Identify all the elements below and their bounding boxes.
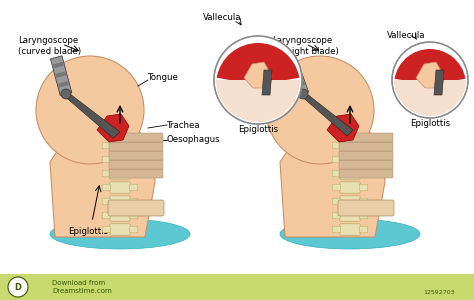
FancyBboxPatch shape [339, 151, 393, 160]
FancyBboxPatch shape [110, 224, 130, 235]
FancyBboxPatch shape [359, 198, 368, 205]
Text: Oesophagus: Oesophagus [167, 136, 220, 145]
FancyBboxPatch shape [359, 212, 368, 219]
FancyBboxPatch shape [339, 133, 393, 142]
FancyBboxPatch shape [108, 200, 164, 216]
FancyBboxPatch shape [340, 210, 360, 221]
FancyBboxPatch shape [332, 142, 341, 149]
Text: Tongue: Tongue [148, 74, 179, 82]
FancyBboxPatch shape [359, 226, 368, 233]
Wedge shape [394, 80, 466, 116]
Circle shape [392, 42, 468, 118]
FancyBboxPatch shape [109, 142, 163, 151]
FancyBboxPatch shape [339, 160, 393, 169]
Polygon shape [327, 114, 359, 142]
Text: D: D [15, 283, 21, 292]
Circle shape [61, 89, 71, 99]
Ellipse shape [280, 219, 420, 249]
FancyBboxPatch shape [332, 198, 341, 205]
FancyBboxPatch shape [332, 226, 341, 233]
FancyBboxPatch shape [129, 226, 138, 233]
FancyBboxPatch shape [339, 142, 393, 151]
Text: Epiglottis: Epiglottis [238, 125, 278, 134]
Polygon shape [284, 56, 309, 96]
Circle shape [266, 56, 374, 164]
Text: Laryngoscope
(straight blade): Laryngoscope (straight blade) [272, 36, 339, 56]
FancyBboxPatch shape [332, 212, 341, 219]
FancyBboxPatch shape [359, 170, 368, 177]
Circle shape [36, 56, 144, 164]
FancyBboxPatch shape [332, 170, 341, 177]
Polygon shape [291, 72, 301, 79]
FancyBboxPatch shape [340, 168, 360, 179]
FancyBboxPatch shape [359, 142, 368, 149]
Polygon shape [53, 62, 64, 68]
Polygon shape [287, 62, 298, 69]
FancyBboxPatch shape [359, 156, 368, 163]
Polygon shape [299, 94, 353, 136]
Text: Epiglottis: Epiglottis [410, 119, 450, 128]
FancyBboxPatch shape [129, 212, 138, 219]
FancyBboxPatch shape [109, 151, 163, 160]
Text: 12592703: 12592703 [423, 290, 455, 295]
Polygon shape [58, 81, 69, 88]
FancyBboxPatch shape [129, 170, 138, 177]
Polygon shape [97, 114, 129, 142]
FancyBboxPatch shape [340, 154, 360, 165]
Polygon shape [62, 94, 120, 138]
Polygon shape [50, 117, 155, 237]
FancyBboxPatch shape [110, 140, 130, 151]
FancyBboxPatch shape [110, 210, 130, 221]
FancyBboxPatch shape [110, 182, 130, 193]
Polygon shape [55, 71, 66, 78]
FancyBboxPatch shape [129, 184, 138, 191]
Text: Trachea: Trachea [167, 121, 201, 130]
Polygon shape [434, 70, 444, 95]
Ellipse shape [50, 219, 190, 249]
FancyBboxPatch shape [102, 170, 111, 177]
Polygon shape [294, 81, 305, 88]
Text: Laryngoscope
(curved blade): Laryngoscope (curved blade) [18, 36, 81, 56]
Text: Download from
Dreamstime.com: Download from Dreamstime.com [52, 280, 112, 294]
FancyBboxPatch shape [109, 133, 163, 142]
Polygon shape [244, 62, 272, 88]
FancyBboxPatch shape [340, 196, 360, 207]
Circle shape [298, 89, 308, 99]
FancyBboxPatch shape [332, 184, 341, 191]
Polygon shape [262, 70, 272, 95]
FancyBboxPatch shape [110, 154, 130, 165]
Circle shape [8, 277, 28, 297]
FancyBboxPatch shape [110, 196, 130, 207]
Wedge shape [217, 43, 300, 85]
FancyBboxPatch shape [129, 198, 138, 205]
Text: Epiglottis: Epiglottis [68, 227, 108, 236]
FancyBboxPatch shape [102, 156, 111, 163]
FancyBboxPatch shape [338, 200, 394, 216]
FancyBboxPatch shape [359, 184, 368, 191]
FancyBboxPatch shape [109, 169, 163, 178]
Polygon shape [280, 117, 385, 237]
FancyBboxPatch shape [332, 156, 341, 163]
FancyBboxPatch shape [102, 226, 111, 233]
Wedge shape [394, 49, 465, 85]
FancyBboxPatch shape [129, 142, 138, 149]
Text: Vallecula: Vallecula [203, 14, 241, 22]
Polygon shape [50, 56, 72, 96]
Polygon shape [416, 62, 444, 88]
FancyBboxPatch shape [0, 274, 474, 300]
FancyBboxPatch shape [129, 156, 138, 163]
FancyBboxPatch shape [340, 140, 360, 151]
FancyBboxPatch shape [109, 160, 163, 169]
FancyBboxPatch shape [102, 198, 111, 205]
FancyBboxPatch shape [339, 169, 393, 178]
FancyBboxPatch shape [340, 182, 360, 193]
Wedge shape [216, 80, 300, 122]
FancyBboxPatch shape [102, 142, 111, 149]
Text: Vallecula: Vallecula [387, 31, 425, 40]
FancyBboxPatch shape [102, 184, 111, 191]
Circle shape [214, 36, 302, 124]
FancyBboxPatch shape [110, 168, 130, 179]
FancyBboxPatch shape [340, 224, 360, 235]
FancyBboxPatch shape [102, 212, 111, 219]
